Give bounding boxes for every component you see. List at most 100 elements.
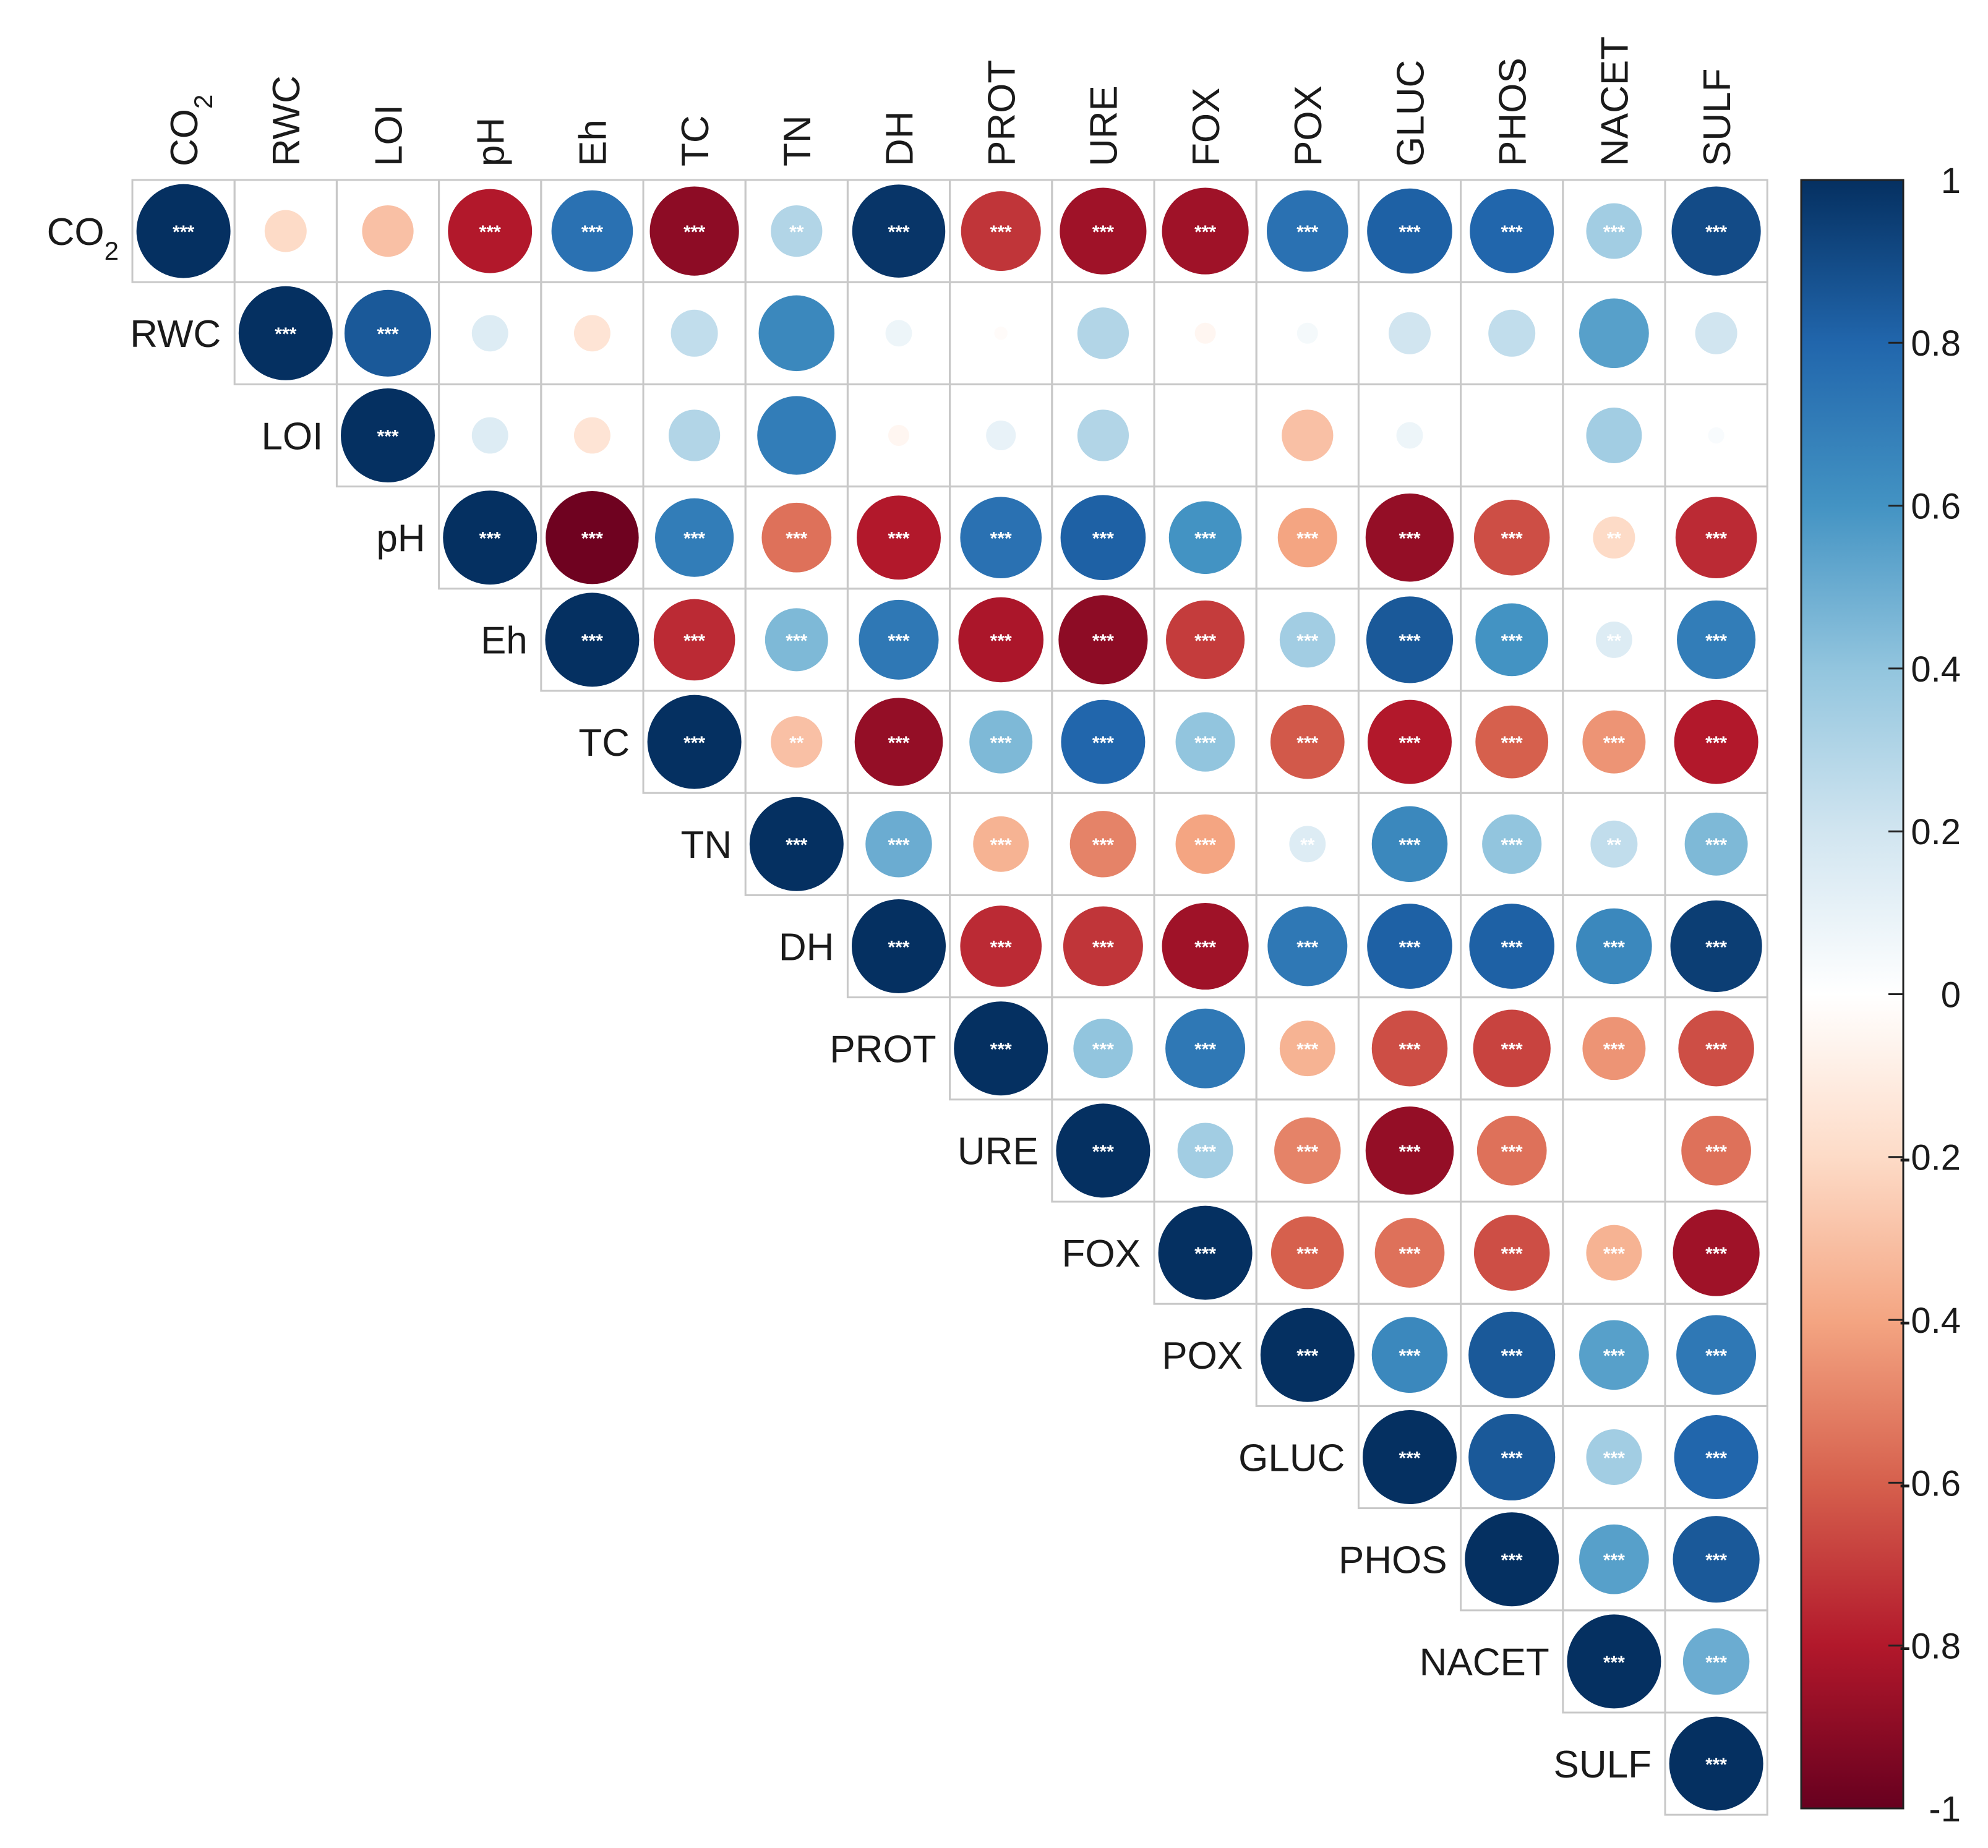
correlation-circle — [1162, 902, 1249, 990]
column-label: RWC — [265, 75, 308, 166]
significance-label: *** — [888, 733, 909, 753]
significance-label: *** — [1501, 835, 1523, 855]
correlation-circle — [854, 698, 943, 786]
correlation-circle — [1056, 1103, 1150, 1198]
correlation-circle — [545, 592, 640, 687]
correlation-circle — [749, 797, 844, 891]
significance-label: *** — [1194, 1244, 1216, 1264]
significance-label: *** — [1501, 1551, 1523, 1571]
significance-label: *** — [1194, 222, 1216, 242]
significance-label: *** — [1194, 631, 1216, 651]
correlation-circle — [1473, 1215, 1550, 1291]
correlation-circle — [471, 315, 508, 352]
correlation-circle — [671, 309, 718, 357]
significance-label: *** — [990, 835, 1012, 855]
correlation-circle — [1579, 1320, 1649, 1390]
correlation-circle — [1282, 409, 1334, 461]
correlation-circle — [1675, 497, 1757, 579]
correlation-circle — [969, 710, 1033, 774]
row-label: GLUC — [1238, 1437, 1345, 1479]
significance-label: *** — [581, 631, 603, 651]
significance-label: *** — [683, 733, 705, 753]
column-label: POX — [1287, 85, 1330, 166]
correlation-circle — [771, 205, 823, 257]
row-label: LOI — [261, 415, 323, 458]
significance-label: *** — [1296, 1142, 1318, 1162]
significance-label: *** — [1603, 222, 1625, 242]
significance-label: *** — [888, 529, 909, 549]
correlation-circle — [1371, 806, 1448, 883]
correlation-circle — [1363, 1410, 1457, 1504]
significance-label: *** — [1603, 1448, 1625, 1468]
significance-label: *** — [786, 835, 807, 855]
correlation-circle — [1077, 409, 1129, 461]
significance-label: *** — [581, 222, 603, 242]
correlation-circle — [1177, 1123, 1233, 1179]
correlation-circle — [1063, 906, 1143, 986]
correlation-circle — [961, 191, 1041, 272]
significance-label: *** — [275, 324, 296, 344]
correlation-circle — [546, 490, 639, 584]
significance-label: *** — [1603, 1346, 1625, 1366]
significance-label: *** — [1092, 1142, 1114, 1162]
correlation-circle — [443, 490, 538, 585]
significance-label: *** — [1092, 1040, 1114, 1060]
row-label: Eh — [481, 620, 528, 662]
colorbar-tick-label: 0.8 — [1911, 323, 1961, 364]
correlation-circle — [1586, 1225, 1642, 1281]
correlation-circle — [1158, 1205, 1253, 1300]
correlation-circle — [1468, 1311, 1556, 1398]
row-label: URE — [958, 1131, 1039, 1173]
correlation-circle — [1073, 1019, 1133, 1079]
correlation-circle — [136, 184, 231, 278]
correlation-circle — [1676, 1315, 1757, 1395]
significance-label: *** — [1092, 631, 1114, 651]
correlation-circle — [1289, 826, 1326, 863]
correlation-circle — [1296, 322, 1318, 344]
significance-label: *** — [1501, 1346, 1523, 1366]
significance-label: *** — [1501, 1448, 1523, 1468]
significance-label: *** — [1399, 733, 1420, 753]
significance-label: *** — [1296, 529, 1318, 549]
correlation-circle — [986, 420, 1016, 451]
significance-label: *** — [1092, 937, 1114, 957]
significance-label: *** — [1194, 529, 1216, 549]
correlation-circle — [1582, 710, 1646, 774]
correlation-circle — [344, 289, 432, 377]
significance-label: ** — [1607, 835, 1622, 855]
significance-label: *** — [990, 1040, 1012, 1060]
correlation-circle — [1579, 298, 1649, 369]
correlation-circle — [1590, 820, 1638, 868]
significance-label: *** — [377, 324, 398, 344]
correlation-circle — [1677, 600, 1756, 679]
grid-cell — [1664, 1711, 1768, 1816]
significance-label: *** — [1705, 1346, 1727, 1366]
significance-label: *** — [1399, 529, 1420, 549]
correlation-circle — [1367, 904, 1452, 989]
correlation-circle — [551, 190, 633, 272]
significance-label: *** — [377, 426, 398, 447]
correlation-circle — [1365, 493, 1454, 582]
column-label: TN — [776, 115, 819, 166]
correlation-circle — [1162, 187, 1249, 275]
significance-label: *** — [1501, 1142, 1523, 1162]
significance-label: *** — [786, 529, 807, 549]
significance-label: ** — [1300, 835, 1315, 855]
correlation-circle — [1708, 427, 1725, 444]
correlation-circle — [1595, 621, 1632, 658]
correlation-circle — [1682, 1628, 1750, 1695]
correlation-circle — [1175, 814, 1235, 874]
significance-label: *** — [1705, 222, 1727, 242]
significance-label: *** — [1603, 1551, 1625, 1571]
significance-label: *** — [1194, 835, 1216, 855]
correlation-circle — [1365, 1106, 1454, 1195]
correlation-circle — [1077, 307, 1129, 359]
significance-label: *** — [990, 937, 1012, 957]
correlation-circle — [1366, 596, 1454, 683]
significance-label: *** — [1399, 1040, 1420, 1060]
correlation-circle — [1586, 1429, 1642, 1485]
significance-label: *** — [1092, 733, 1114, 753]
correlation-circle — [1673, 1209, 1760, 1296]
significance-label: *** — [1501, 529, 1523, 549]
significance-label: *** — [1296, 1346, 1318, 1366]
